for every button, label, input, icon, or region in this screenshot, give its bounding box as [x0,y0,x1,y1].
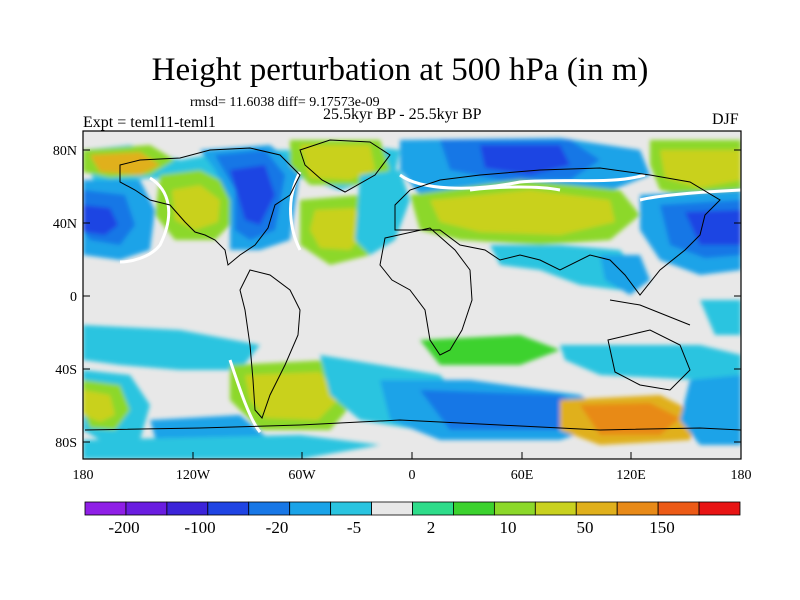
colorbar-labels: -200 -100 -20 -5 2 10 50 150 [108,518,674,537]
colorbar-label: -5 [347,518,361,537]
colorbar-swatch [657,501,700,516]
lon-label: 180 [731,468,752,483]
colorbar-label: -200 [108,518,139,537]
colorbar-swatch [207,501,250,516]
experiment-label: Expt = teml11-teml1 [83,114,216,131]
colorbar-swatch [248,501,291,516]
coastlines [84,139,741,431]
colorbar-swatch [534,501,577,516]
colorbar-label: 50 [577,518,594,537]
lat-labels: 80N 40N 0 40S 80S [53,144,77,451]
colorbar-swatch [289,501,332,516]
colorbar [84,501,741,516]
chart-title: Height perturbation at 500 hPa (in m) [151,52,649,88]
period-text: 25.5kyr BP - 25.5kyr BP [323,106,482,123]
stats-text: rmsd= 11.6038 diff= 9.17573e-09 [190,95,380,110]
lat-label: 80S [55,436,77,451]
colorbar-swatch [493,501,536,516]
colorbar-swatch [575,501,618,516]
colorbar-swatch [616,501,659,516]
lat-label: 40S [55,363,77,378]
colorbar-swatch [412,501,454,516]
colorbar-swatch [84,501,127,516]
lon-label: 60W [288,468,316,483]
lat-label: 40N [53,217,77,232]
colorbar-label: 150 [649,518,675,537]
lat-label: 80N [53,144,77,159]
colorbar-label: -20 [266,518,289,537]
lon-label: 120E [616,468,646,483]
lon-label: 0 [409,468,416,483]
season-label: DJF [712,111,739,128]
colorbar-swatch [371,501,413,516]
lon-label: 120W [176,468,211,483]
colorbar-swatch [698,501,741,516]
colorbar-label: 2 [427,518,436,537]
contour-field [83,131,741,459]
colorbar-swatch [330,501,372,516]
axis-ticks [82,149,742,459]
colorbar-label: -100 [184,518,215,537]
lon-labels: 180 120W 60W 0 60E 120E 180 [73,468,752,483]
lon-label: 60E [511,468,534,483]
lon-label: 180 [73,468,94,483]
lat-label: 0 [70,290,77,305]
colorbar-swatch [453,501,495,516]
colorbar-label: 10 [500,518,517,537]
colorbar-swatch [166,501,209,516]
colorbar-swatch [125,501,168,516]
